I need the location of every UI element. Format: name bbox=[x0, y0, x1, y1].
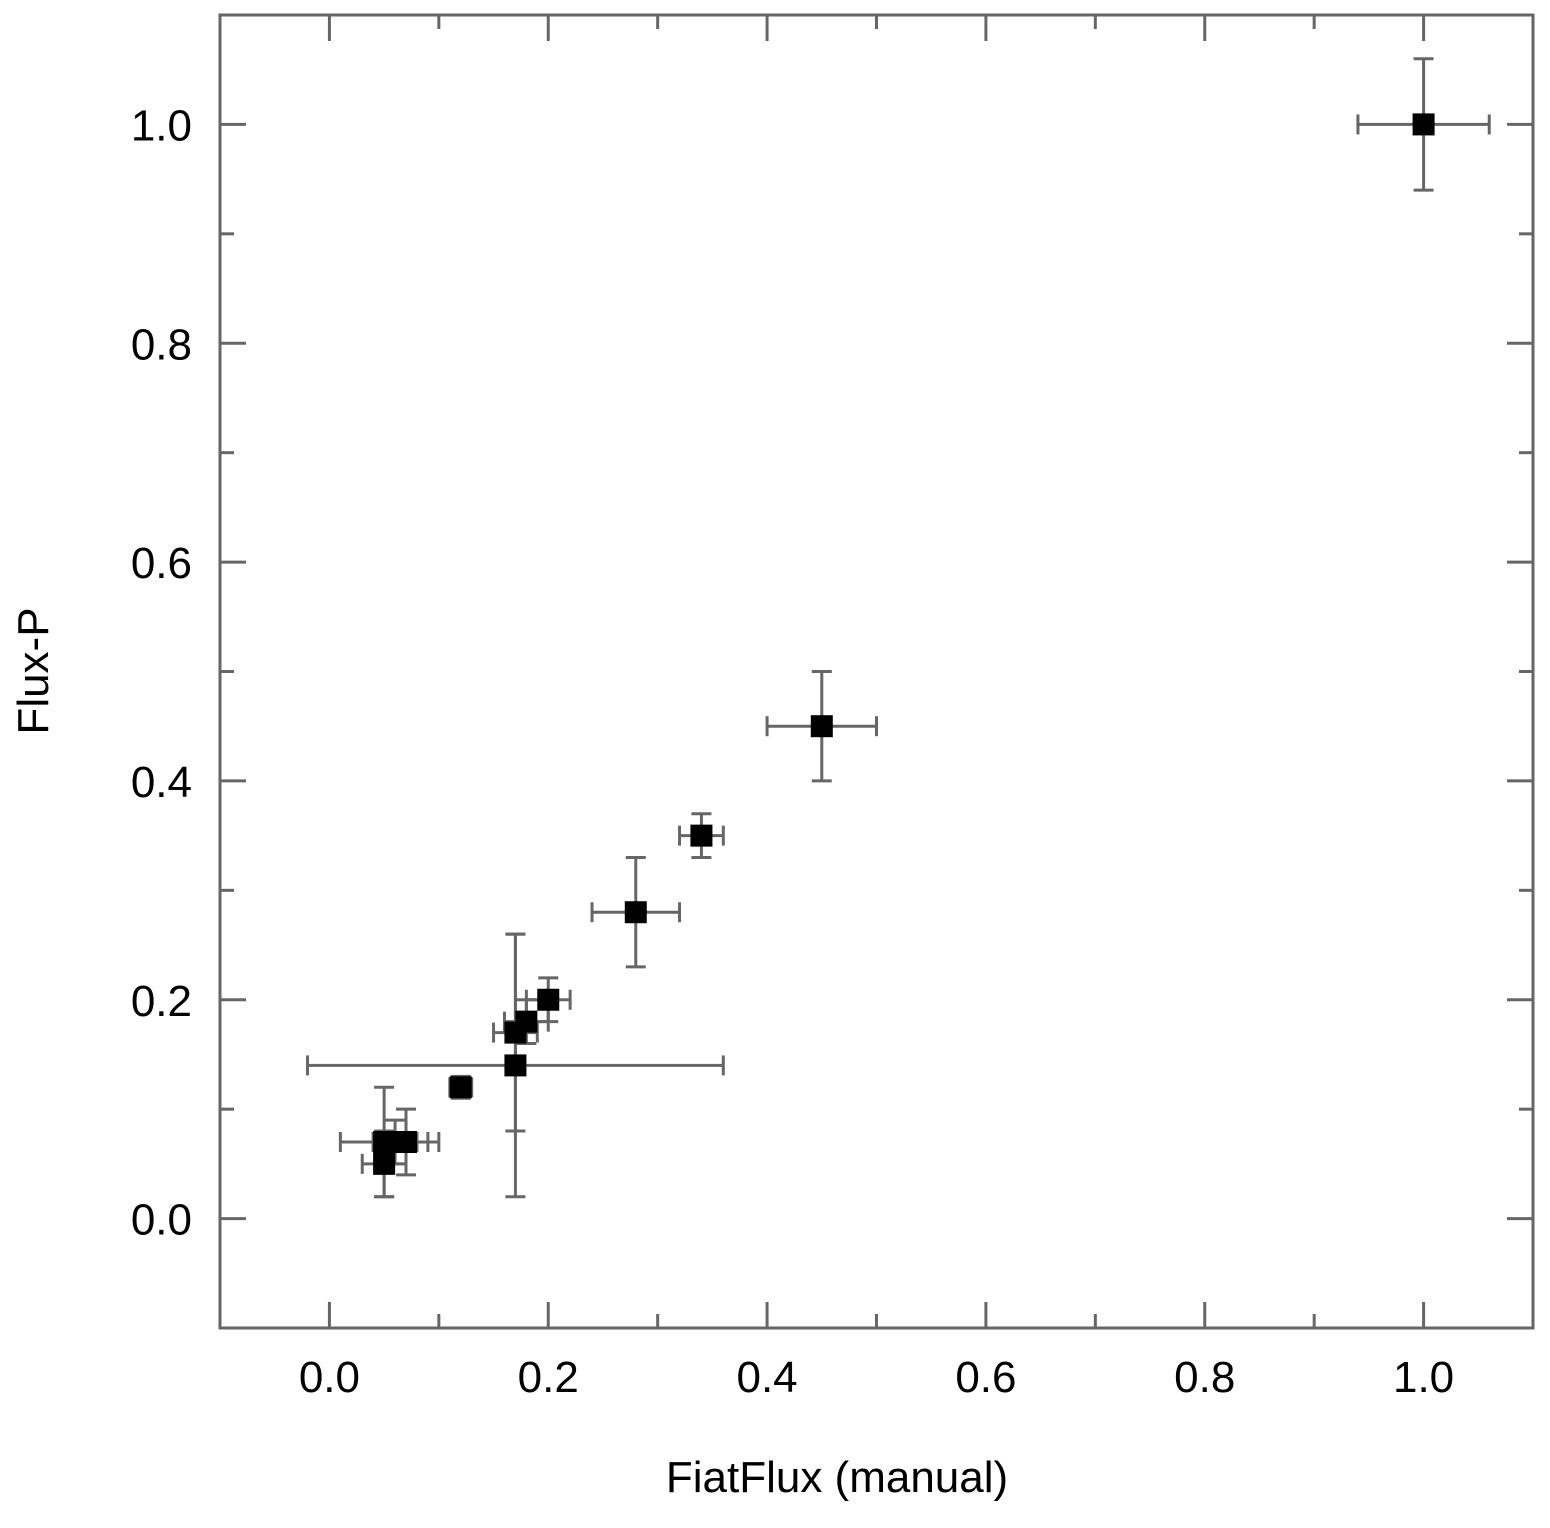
tick-marks bbox=[218, 13, 1535, 1330]
y-tick-label: 0.8 bbox=[131, 320, 192, 369]
data-point bbox=[504, 1054, 527, 1077]
plot-area bbox=[218, 13, 1535, 1330]
x-tick-label: 0.4 bbox=[736, 1353, 797, 1402]
data-point bbox=[373, 1152, 396, 1175]
y-tick-labels: 0.0 0.2 0.4 0.6 0.8 1.0 bbox=[131, 101, 192, 1244]
data-point bbox=[1412, 113, 1435, 136]
x-tick-label: 0.6 bbox=[955, 1353, 1016, 1402]
y-tick-label: 0.2 bbox=[131, 977, 192, 1026]
data-point bbox=[504, 1021, 527, 1044]
x-tick-label: 0.2 bbox=[518, 1353, 579, 1402]
data-points bbox=[373, 113, 1435, 1175]
y-tick-label: 0.6 bbox=[131, 539, 192, 588]
data-point bbox=[373, 1130, 396, 1153]
x-tick-label: 0.0 bbox=[299, 1353, 360, 1402]
data-point bbox=[624, 901, 647, 924]
data-point bbox=[537, 988, 560, 1011]
data-point bbox=[449, 1076, 472, 1099]
x-tick-labels: 0.0 0.2 0.4 0.6 0.8 1.0 bbox=[299, 1353, 1454, 1402]
y-tick-label: 1.0 bbox=[131, 101, 192, 150]
x-tick-label: 0.8 bbox=[1174, 1353, 1235, 1402]
x-axis-title: FiatFlux (manual) bbox=[666, 1453, 1008, 1502]
y-tick-label: 0.0 bbox=[131, 1196, 192, 1245]
data-point bbox=[810, 715, 833, 738]
x-tick-label: 1.0 bbox=[1393, 1353, 1454, 1402]
y-tick-label: 0.4 bbox=[131, 758, 192, 807]
data-point bbox=[690, 824, 713, 847]
y-axis-title: Flux-P bbox=[9, 607, 58, 734]
